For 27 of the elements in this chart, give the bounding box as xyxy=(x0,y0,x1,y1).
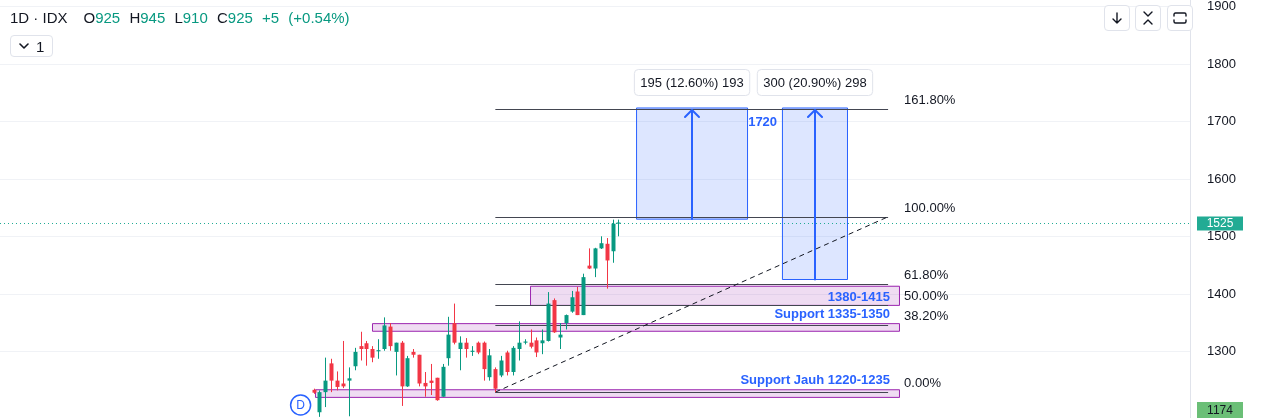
annotation: 1720 xyxy=(748,114,778,130)
annotation: 100.00% xyxy=(904,200,956,215)
y-tick-label: 1700 xyxy=(1207,113,1236,129)
text: 1D · IDX xyxy=(10,9,68,26)
annotation: 0.00% xyxy=(904,375,942,390)
candlestick xyxy=(347,366,352,417)
text: 1174 xyxy=(1207,402,1234,417)
annotation: 1 xyxy=(36,37,45,55)
y-tick-label: 1800 xyxy=(1207,55,1236,71)
y-tick-label: 1500 xyxy=(1207,228,1236,244)
annotation: 61.80% xyxy=(904,267,949,282)
annotation: 161.80% xyxy=(904,92,956,107)
annotation: 50.00% xyxy=(904,288,949,303)
band-label: 300 (20.90%) 298 xyxy=(763,75,867,91)
y-tick-label: 1900 xyxy=(1207,0,1236,14)
y-tick-label: 1400 xyxy=(1207,285,1236,301)
toggle-button: 1 xyxy=(10,35,54,57)
band-label: Support 1335-1350 xyxy=(774,306,890,322)
annotation: D xyxy=(296,397,306,412)
band-label: 1380-1415 xyxy=(827,288,890,304)
annotation: 38.20% xyxy=(904,308,949,323)
y-tick-label: 1300 xyxy=(1207,343,1236,359)
y-tick-label: 1600 xyxy=(1207,170,1236,186)
band-label: 195 (12.60%) 193 xyxy=(640,75,744,91)
text: O925 H945 L910 C925 +5 (+0.54%) xyxy=(83,9,350,26)
ref-line-label: 1525 xyxy=(1206,216,1234,231)
band-label: Support Jauh 1220-1235 xyxy=(740,372,890,388)
